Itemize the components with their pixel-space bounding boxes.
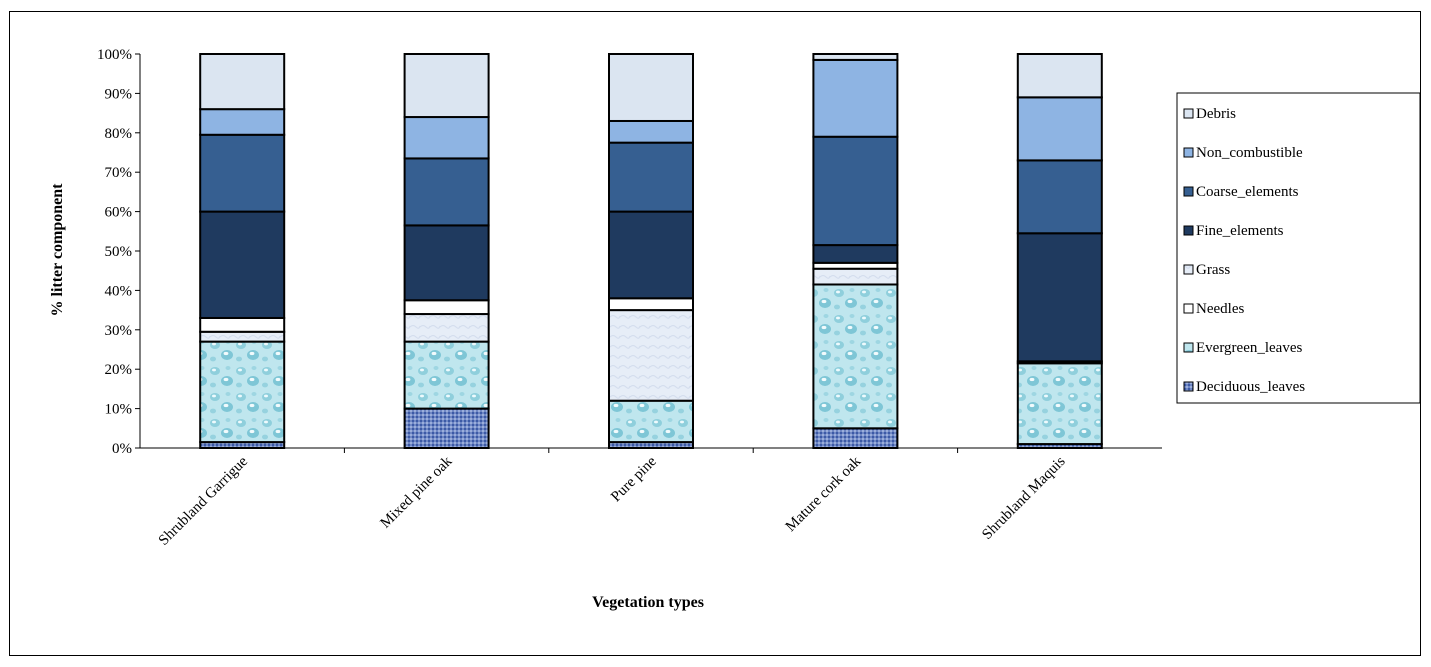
bar-segment-debris	[1016, 53, 1103, 99]
bar-segment-evergreen-leaves	[1016, 362, 1103, 446]
y-tick-label: 50%	[105, 244, 133, 260]
bar-stack-shrubland-garrigue	[199, 53, 286, 449]
bar-segment-evergreen-leaves	[812, 283, 899, 430]
y-tick-label: 70%	[105, 165, 133, 181]
legend-label: Debris	[1196, 106, 1236, 122]
bar-segment-debris	[199, 53, 286, 111]
bar-segment-deciduous-leaves	[403, 407, 490, 450]
y-tick-label: 60%	[105, 205, 133, 221]
x-tick-label: Shrubland Garrigue	[156, 453, 252, 549]
bar-stack-shrubland-maquis	[1016, 53, 1103, 449]
bar-segment-fine-elements	[812, 244, 899, 264]
x-tick-label: Pure pine	[608, 453, 660, 505]
legend-item-non-combustible: Non_combustible	[1183, 145, 1303, 161]
bar-segment-non-combustible	[199, 108, 286, 136]
legend-label: Grass	[1196, 262, 1230, 278]
legend-swatch	[1183, 264, 1194, 275]
y-tick-label: 10%	[105, 402, 133, 418]
x-axis-title: Vegetation types	[592, 594, 704, 611]
bar-segment-needles	[403, 299, 490, 316]
bar-segment-grass	[199, 330, 286, 343]
x-tick-label: Shrubland Maquis	[979, 453, 1069, 543]
bar-segment-evergreen-leaves	[199, 340, 286, 444]
legend-label: Fine_elements	[1196, 223, 1284, 239]
bar-segment-grass	[403, 313, 490, 343]
y-tick-label: 90%	[105, 86, 133, 102]
bar-segment-deciduous-leaves	[812, 427, 899, 449]
legend-swatch	[1183, 303, 1194, 314]
bar-segment-evergreen-leaves	[608, 399, 694, 444]
legend-swatch	[1183, 381, 1194, 392]
legend-item-coarse-elements: Coarse_elements	[1183, 184, 1299, 200]
legend-label: Coarse_elements	[1196, 184, 1299, 200]
y-tick-label: 100%	[97, 47, 132, 63]
bar-segment-needles	[608, 297, 694, 312]
legend-item-evergreen-leaves: Evergreen_leaves	[1183, 340, 1302, 356]
legend-swatch	[1183, 108, 1194, 119]
bar-segment-debris	[608, 53, 694, 122]
x-tick-label: Mixed pine oak	[378, 453, 456, 531]
bar-segment-coarse-elements	[608, 141, 694, 213]
legend-label: Needles	[1196, 301, 1244, 317]
bar-segment-coarse-elements	[403, 157, 490, 227]
bar-segment-fine-elements	[403, 224, 490, 302]
bar-segment-debris	[403, 53, 490, 119]
legend-swatch	[1183, 225, 1194, 236]
bar-segment-coarse-elements	[199, 133, 286, 213]
bar-stack-mixed-pine-oak	[403, 53, 490, 450]
legend-label: Non_combustible	[1196, 145, 1303, 161]
bar-segment-needles	[199, 316, 286, 333]
legend-label: Deciduous_leaves	[1196, 379, 1305, 395]
legend-item-debris: Debris	[1183, 106, 1236, 122]
bar-segment-fine-elements	[1016, 232, 1103, 363]
bar-segment-fine-elements	[199, 210, 286, 319]
legend-item-fine-elements: Fine_elements	[1183, 223, 1284, 239]
bar-segment-grass	[812, 267, 899, 286]
y-tick-label: 30%	[105, 323, 133, 339]
bar-segment-non-combustible	[608, 119, 694, 144]
legend-swatch	[1183, 147, 1194, 158]
bar-segment-debris	[812, 53, 899, 61]
legend-box	[1176, 92, 1421, 404]
x-tick-label: Mature cork oak	[783, 453, 865, 535]
bar-segment-evergreen-leaves	[403, 340, 490, 410]
y-tick-label: 20%	[105, 362, 133, 378]
bar-stack-mature-cork-oak	[812, 53, 899, 449]
y-tick-label: 0%	[112, 441, 132, 457]
bar-segment-grass	[608, 309, 694, 402]
y-axis-title: % litter component	[49, 183, 66, 317]
bar-segment-fine-elements	[608, 210, 694, 300]
legend-swatch	[1183, 342, 1194, 353]
bar-segment-non-combustible	[403, 116, 490, 160]
legend-item-needles: Needles	[1183, 301, 1244, 317]
bar-stack-pure-pine	[608, 53, 694, 449]
bar-segment-non-combustible	[1016, 96, 1103, 162]
y-tick-label: 80%	[105, 126, 133, 142]
y-tick-label: 40%	[105, 283, 133, 299]
legend-swatch	[1183, 186, 1194, 197]
bar-segment-coarse-elements	[1016, 159, 1103, 235]
legend-label: Evergreen_leaves	[1196, 340, 1302, 356]
legend-item-deciduous-leaves: Deciduous_leaves	[1183, 379, 1305, 395]
bar-segment-coarse-elements	[812, 135, 899, 247]
legend-item-grass: Grass	[1183, 262, 1230, 278]
bar-segment-non-combustible	[812, 58, 899, 138]
